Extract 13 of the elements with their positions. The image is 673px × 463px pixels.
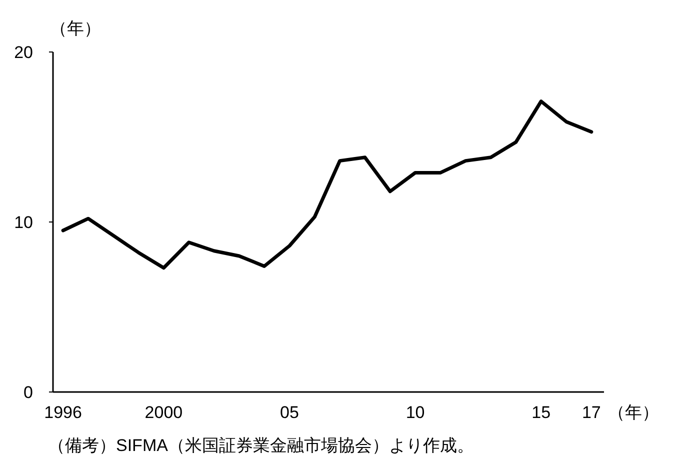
text: （備考）SIFMA（米国証券業金融市場協会）より作成。 [48, 436, 474, 455]
x-tick-label: 05 [280, 403, 299, 422]
x-axis-title: （年） [608, 403, 659, 422]
line-series [61, 100, 594, 270]
y-tick-label: 20 [14, 43, 33, 62]
x-tick-label: 17 [582, 403, 601, 422]
y-tick-label: 10 [14, 213, 33, 232]
y-axis-title: （年） [50, 19, 101, 38]
x-tick-label: 1996 [44, 403, 82, 422]
x-tick-label: 10 [406, 403, 425, 422]
x-tick-label: 15 [532, 403, 551, 422]
y-tick-label: 0 [24, 383, 33, 402]
x-tick-label: 2000 [144, 403, 183, 422]
